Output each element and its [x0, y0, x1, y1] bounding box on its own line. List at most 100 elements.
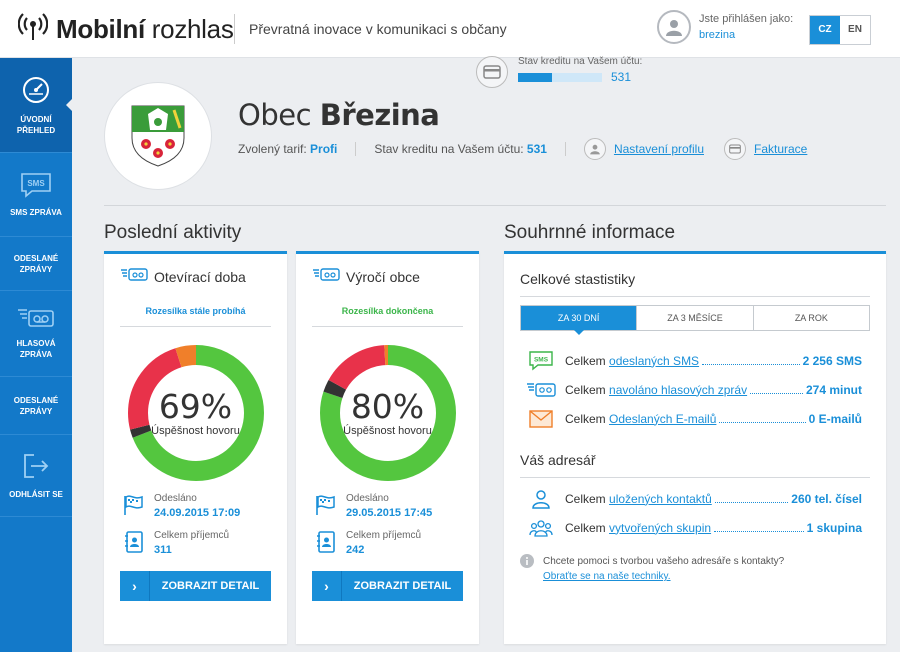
success-percent: 69%	[158, 386, 233, 426]
tab-30-days[interactable]: ZA 30 DNÍ	[521, 306, 637, 335]
credit-value: 531	[526, 142, 547, 156]
help-text: Chcete pomoci s tvorbou vašeho adresáře …	[543, 556, 785, 567]
broadcast-icon	[17, 12, 49, 47]
stats-title: Celkové stastistiky	[520, 271, 636, 287]
svg-text:SMS: SMS	[534, 356, 549, 363]
stat-prefix: Celkem	[565, 382, 610, 397]
sms-icon: SMS	[524, 350, 558, 371]
voicemail-icon	[17, 307, 55, 332]
stat-row: SMS Celkem odeslaných SMS 2 256 SMS	[524, 346, 862, 375]
sidebar-label: ÚVODNÍ	[20, 114, 52, 124]
dotted-leader	[714, 523, 804, 532]
stat-value: 2 256 SMS	[802, 353, 862, 368]
group-icon	[524, 519, 558, 537]
groups-link[interactable]: vytvořených skupin	[609, 520, 712, 535]
tab-year[interactable]: ZA ROK	[752, 306, 869, 330]
flag-icon	[314, 493, 338, 522]
logo[interactable]: Mobilní rozhlas	[17, 12, 234, 47]
envelope-icon	[524, 409, 558, 428]
flag-icon	[122, 493, 146, 522]
sidebar-item-overview[interactable]: ÚVODNÍ PŘEHLED	[0, 58, 73, 153]
divider	[104, 205, 886, 206]
summary-title: Souhrnné informace	[504, 222, 676, 243]
stat-value: 274 minut	[805, 382, 862, 397]
contact-technicians-link[interactable]: Obraťte se na naše techniky.	[543, 571, 671, 582]
button-label: ZOBRAZIT DETAIL	[353, 580, 452, 592]
voicemail-icon	[120, 268, 148, 285]
user-icon	[524, 489, 558, 509]
period-tabs: ZA 30 DNÍ ZA 3 MĚSÍCE ZA ROK	[520, 305, 870, 335]
button-label: ZOBRAZIT DETAIL	[161, 580, 260, 592]
summary-card: Celkové stastistiky ZA 30 DNÍ ZA 3 MĚSÍC…	[504, 251, 886, 644]
status-badge: Rozesílka stále probíhá	[145, 306, 246, 316]
avatar[interactable]	[657, 10, 691, 44]
user-icon	[666, 20, 682, 36]
credit-progress-fill	[518, 72, 552, 82]
lang-en-button[interactable]: EN	[840, 16, 870, 44]
sidebar-item-sent-sms[interactable]: ODESLANÉ ZPRÁVY	[0, 237, 72, 291]
chevron-right-icon: ›	[312, 571, 342, 601]
stat-row: Celkem navoláno hlasových zpráv 274 minu…	[524, 375, 862, 404]
sent-value: 29.05.2015 17:45	[346, 507, 433, 519]
user-name-link[interactable]: brezina	[699, 29, 736, 41]
donut-chart	[127, 345, 264, 481]
stat-prefix: Celkem	[565, 353, 610, 368]
billing-link[interactable]: Fakturace	[754, 142, 808, 156]
sidebar-item-logout[interactable]: ODHLÁSIT SE	[0, 435, 72, 517]
credit-value: 531	[611, 70, 632, 84]
sms-icon: SMS	[20, 172, 52, 201]
tab-3-months[interactable]: ZA 3 MĚSÍCE	[636, 306, 752, 330]
stat-prefix: Celkem	[565, 520, 610, 535]
sent-emails-link[interactable]: Odeslaných E-mailů	[609, 411, 717, 426]
chevron-right-icon: ›	[120, 571, 150, 601]
sidebar-item-voice[interactable]: HLASOVÁ ZPRÁVA	[0, 291, 72, 377]
sent-sms-link[interactable]: odeslaných SMS	[609, 353, 700, 368]
sidebar-label: SMS ZPRÁVA	[10, 207, 62, 217]
success-percent: 80%	[350, 386, 425, 426]
sidebar-item-sent-voice[interactable]: ODESLANÉ ZPRÁVY	[0, 377, 72, 435]
recipients-label: Celkem příjemců	[154, 530, 230, 541]
coat-of-arms-icon	[131, 105, 185, 167]
divider	[355, 142, 357, 156]
user-box: Jste přihlášen jako: brezina	[657, 10, 793, 44]
svg-text:SMS: SMS	[27, 179, 45, 188]
help-box: Chcete pomoci s tvorbou vašeho adresáře …	[520, 554, 870, 584]
contacts-link[interactable]: uložených kontaktů	[609, 491, 712, 506]
card-title: Otevírací doba	[154, 268, 246, 285]
show-detail-button[interactable]: › ZOBRAZIT DETAIL	[312, 571, 463, 601]
sidebar-label: PŘEHLED	[16, 125, 56, 135]
activity-card: Otevírací doba Rozesílka stále probíhá 6…	[104, 251, 287, 644]
credit-card-icon	[476, 56, 508, 88]
voicemail-icon	[312, 268, 340, 285]
recipients-value: 311	[154, 544, 172, 556]
address-title: Váš adresář	[520, 452, 596, 468]
tariff-label: Zvolený tarif:	[238, 142, 307, 156]
settings-link[interactable]: Nastavení profilu	[613, 142, 704, 156]
dotted-leader	[702, 356, 800, 365]
app-title: Mobilní rozhlas	[56, 14, 234, 44]
credit-label: Stav kreditu na Vašem účtu:	[518, 56, 643, 67]
status-badge: Rozesílka dokončena	[341, 306, 434, 316]
success-label: Úspěšnost hovoru	[151, 424, 240, 437]
stat-prefix: Celkem	[565, 491, 610, 506]
stat-value: 0 E-mailů	[808, 411, 862, 426]
voice-minutes-link[interactable]: navoláno hlasových zpráv	[609, 382, 748, 397]
activities-title: Poslední aktivity	[104, 222, 242, 243]
contacts-icon	[314, 530, 338, 559]
lang-cz-button[interactable]: CZ	[810, 16, 840, 44]
sent-value: 24.09.2015 17:09	[154, 507, 241, 519]
stat-value: 1 skupina	[806, 520, 862, 535]
donut-segment-red	[127, 345, 264, 481]
credit-label: Stav kreditu na Vašem účtu:	[374, 142, 524, 156]
sidebar-label: ODHLÁSIT SE	[9, 489, 63, 499]
donut-segment-orange	[319, 345, 456, 481]
sent-info: Odesláno 29.05.2015 17:45	[314, 493, 479, 522]
sidebar: ÚVODNÍ PŘEHLED SMS SMS ZPRÁVA ODESLANÉ ZP…	[0, 58, 73, 652]
page-title: Obec Březina	[238, 98, 440, 132]
profile-meta: Zvolený tarif: Profi Stav kreditu na Vaš…	[238, 138, 807, 160]
recipients-label: Celkem příjemců	[346, 530, 422, 541]
credit-status: Stav kreditu na Vašem účtu: 531	[476, 56, 642, 88]
sidebar-item-sms[interactable]: SMS SMS ZPRÁVA	[0, 153, 72, 237]
credit-progress-bar	[518, 72, 602, 82]
show-detail-button[interactable]: › ZOBRAZIT DETAIL	[120, 571, 271, 601]
